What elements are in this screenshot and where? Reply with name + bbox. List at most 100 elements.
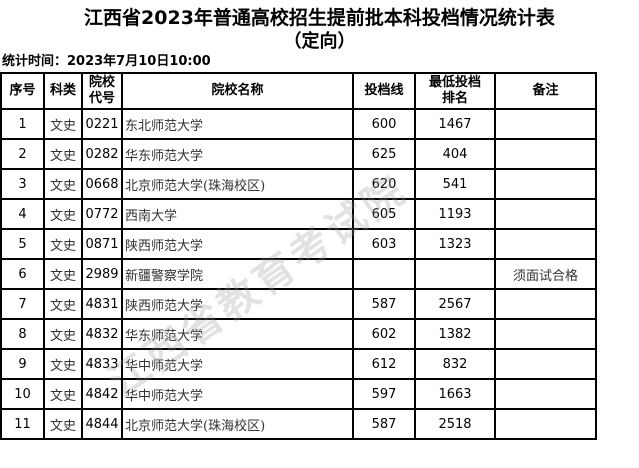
table-row: 4 文史 0772 西南大学 605 1193: [0, 198, 597, 230]
table-row: 3 文史 0668 北京师范大学(珠海校区) 620 541: [0, 168, 597, 200]
school-code-cell: 0772: [81, 198, 123, 230]
school-name-cell: 华中师范大学: [121, 378, 354, 410]
row-number-cell: 9: [0, 348, 45, 380]
note-cell: [494, 228, 597, 260]
row-number-cell: 8: [0, 318, 45, 350]
table-row: 5 文史 0871 陕西师范大学 603 1323: [0, 228, 597, 260]
header-name: 院校名称: [121, 72, 354, 110]
min-rank-cell: 1193: [414, 198, 496, 230]
header-no: 序号: [0, 72, 45, 110]
school-code-cell: 2989: [81, 258, 123, 290]
school-code-cell: 4833: [81, 348, 123, 380]
category-cell: 文史: [43, 228, 83, 260]
school-code-cell: 4842: [81, 378, 123, 410]
category-cell: 文史: [43, 108, 83, 140]
note-cell: 须面试合格: [494, 258, 597, 290]
min-rank-cell: 2567: [414, 288, 496, 320]
min-rank-cell: 1323: [414, 228, 496, 260]
admission-line-cell: 612: [352, 348, 416, 380]
admission-line-cell: 620: [352, 168, 416, 200]
school-name-cell: 北京师范大学(珠海校区): [121, 168, 354, 200]
table-row: 10 文史 4842 华中师范大学 597 1663: [0, 378, 597, 410]
admission-line-cell: [352, 258, 416, 290]
row-number-cell: 2: [0, 138, 45, 170]
admission-line-cell: 600: [352, 108, 416, 140]
school-name-cell: 华中师范大学: [121, 348, 354, 380]
category-cell: 文史: [43, 318, 83, 350]
admission-line-cell: 625: [352, 138, 416, 170]
header-line: 投档线: [352, 72, 416, 110]
table-row: 2 文史 0282 华东师范大学 625 404: [0, 138, 597, 170]
category-cell: 文史: [43, 138, 83, 170]
category-cell: 文史: [43, 198, 83, 230]
category-cell: 文史: [43, 168, 83, 200]
school-code-cell: 4832: [81, 318, 123, 350]
note-cell: [494, 168, 597, 200]
table-row: 6 文史 2989 新疆警察学院 须面试合格: [0, 258, 597, 290]
school-code-cell: 0668: [81, 168, 123, 200]
admission-line-cell: 603: [352, 228, 416, 260]
category-cell: 文史: [43, 288, 83, 320]
row-number-cell: 1: [0, 108, 45, 140]
school-name-cell: 西南大学: [121, 198, 354, 230]
header-rank: 最低投档排名: [414, 72, 496, 110]
admission-table: 序号 科类 院校代号 院校名称 投档线 最低投档排名 备注 1 文史 0221 东北师…: [0, 72, 597, 440]
min-rank-cell: 832: [414, 348, 496, 380]
document-subtitle: （定向）: [283, 31, 356, 52]
min-rank-cell: [414, 258, 496, 290]
category-cell: 文史: [43, 378, 83, 410]
note-cell: [494, 138, 597, 170]
row-number-cell: 6: [0, 258, 45, 290]
note-cell: [494, 348, 597, 380]
min-rank-cell: 541: [414, 168, 496, 200]
stat-time: 统计时间：2023年7月10日10:00: [2, 54, 211, 69]
school-name-cell: 华东师范大学: [121, 318, 354, 350]
school-name-cell: 新疆警察学院: [121, 258, 354, 290]
min-rank-cell: 1382: [414, 318, 496, 350]
school-code-cell: 0221: [81, 108, 123, 140]
category-cell: 文史: [43, 348, 83, 380]
min-rank-cell: 1467: [414, 108, 496, 140]
admission-line-cell: 587: [352, 408, 416, 440]
header-category: 科类: [43, 72, 83, 110]
table-row: 8 文史 4832 华东师范大学 602 1382: [0, 318, 597, 350]
min-rank-cell: 1663: [414, 378, 496, 410]
school-name-cell: 陕西师范大学: [121, 288, 354, 320]
note-cell: [494, 198, 597, 230]
school-name-cell: 陕西师范大学: [121, 228, 354, 260]
school-name-cell: 华东师范大学: [121, 138, 354, 170]
note-cell: [494, 378, 597, 410]
school-code-cell: 0282: [81, 138, 123, 170]
school-code-cell: 0871: [81, 228, 123, 260]
school-code-cell: 4844: [81, 408, 123, 440]
min-rank-cell: 2518: [414, 408, 496, 440]
school-name-cell: 北京师范大学(珠海校区): [121, 408, 354, 440]
row-number-cell: 7: [0, 288, 45, 320]
row-number-cell: 10: [0, 378, 45, 410]
table-row: 9 文史 4833 华中师范大学 612 832: [0, 348, 597, 380]
table-row: 1 文史 0221 东北师范大学 600 1467: [0, 108, 597, 140]
note-cell: [494, 318, 597, 350]
header-code: 院校代号: [81, 72, 123, 110]
admission-line-cell: 587: [352, 288, 416, 320]
category-cell: 文史: [43, 258, 83, 290]
school-code-cell: 4831: [81, 288, 123, 320]
document-title: 江西省2023年普通高校招生提前批本科投档情况统计表: [84, 7, 555, 29]
table-header-row: 序号 科类 院校代号 院校名称 投档线 最低投档排名 备注: [0, 72, 597, 110]
table-row: 11 文史 4844 北京师范大学(珠海校区) 587 2518: [0, 408, 597, 440]
row-number-cell: 5: [0, 228, 45, 260]
category-cell: 文史: [43, 408, 83, 440]
header-note: 备注: [494, 72, 597, 110]
admission-line-cell: 602: [352, 318, 416, 350]
school-name-cell: 东北师范大学: [121, 108, 354, 140]
note-cell: [494, 408, 597, 440]
min-rank-cell: 404: [414, 138, 496, 170]
row-number-cell: 11: [0, 408, 45, 440]
admission-line-cell: 597: [352, 378, 416, 410]
admission-line-cell: 605: [352, 198, 416, 230]
row-number-cell: 4: [0, 198, 45, 230]
note-cell: [494, 108, 597, 140]
note-cell: [494, 288, 597, 320]
table-row: 7 文史 4831 陕西师范大学 587 2567: [0, 288, 597, 320]
row-number-cell: 3: [0, 168, 45, 200]
